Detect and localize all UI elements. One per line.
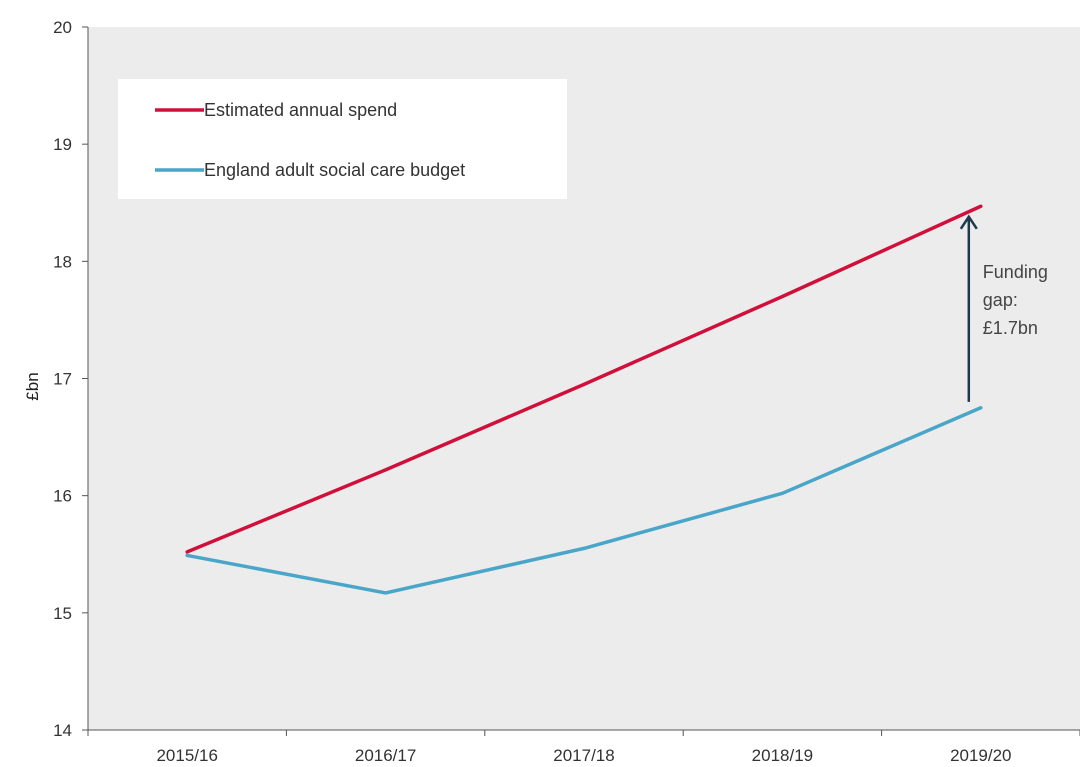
annotation-text: £1.7bn — [983, 318, 1038, 338]
x-tick-label: 2018/19 — [752, 746, 813, 765]
x-tick-label: 2016/17 — [355, 746, 416, 765]
funding-gap-annotation: Funding gap: £1.7bn — [959, 214, 1048, 402]
legend: Estimated annual spend England adult soci… — [118, 79, 567, 199]
y-tick-label: 19 — [53, 135, 72, 154]
annotation-text: Funding — [983, 262, 1048, 282]
x-tick-label: 2017/18 — [553, 746, 614, 765]
x-tick-label: 2019/20 — [950, 746, 1011, 765]
series-line — [185, 406, 983, 595]
y-axis-label: £bn — [23, 372, 42, 400]
y-tick-label: 18 — [53, 252, 72, 271]
series-layer — [185, 204, 983, 595]
series-line — [185, 204, 983, 554]
y-tick-label: 16 — [53, 487, 72, 506]
y-tick-label: 20 — [53, 18, 72, 37]
arrow-head-icon — [959, 214, 978, 230]
legend-box — [118, 79, 567, 199]
legend-label: Estimated annual spend — [204, 100, 397, 120]
x-tick-label: 2015/16 — [156, 746, 217, 765]
y-axis: 14 15 16 17 18 19 20 — [53, 18, 89, 740]
y-tick-label: 14 — [53, 721, 72, 740]
annotation-text: gap: — [983, 290, 1018, 310]
y-tick-label: 17 — [53, 370, 72, 389]
y-tick-label: 15 — [53, 604, 72, 623]
legend-label: England adult social care budget — [204, 160, 465, 180]
x-axis: 2015/16 2016/17 2017/18 2018/19 2019/20 — [87, 729, 1080, 765]
